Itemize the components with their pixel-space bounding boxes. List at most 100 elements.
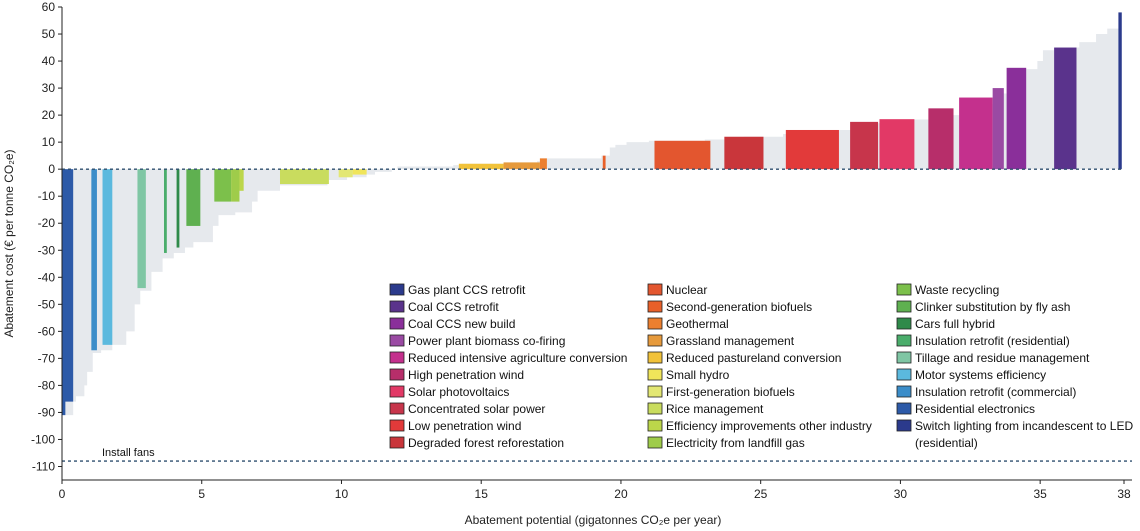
legend-label-2-1: Clinker substitution by fly ash — [915, 300, 1070, 314]
y-tick-label-1: 50 — [42, 27, 56, 41]
legend-swatch-2-0 — [896, 283, 912, 296]
bar-8 — [214, 169, 232, 202]
legend-swatch-2-2 — [896, 317, 912, 330]
bar-3 — [102, 169, 113, 345]
legend-label-2-8: Switch lighting from incandescent to LED — [915, 419, 1133, 433]
legend-label-0-1: Coal CCS retrofit — [408, 300, 499, 314]
legend-label-1-9: Electricity from landfill gas — [666, 436, 805, 450]
legend-label-2-0: Waste recycling — [915, 283, 999, 297]
x-tick-label-1: 5 — [198, 487, 205, 501]
install-fans-annotation: Install fans — [102, 447, 155, 459]
legend-label-0-5: High penetration wind — [408, 368, 524, 382]
y-tick-label-13: -70 — [38, 351, 56, 365]
bar-4 — [137, 169, 146, 289]
legend-label-0-7: Concentrated solar power — [408, 402, 545, 416]
legend-label-0-9: Degraded forest reforestation — [408, 436, 564, 450]
legend-label-1-2: Geothermal — [666, 317, 729, 331]
legend-swatch-0-7 — [389, 402, 405, 415]
y-tick-label-14: -80 — [38, 378, 56, 392]
legend-swatch-1-9 — [647, 436, 663, 449]
bar-27 — [1054, 47, 1077, 170]
legend-label-2-5: Motor systems efficiency — [915, 368, 1046, 382]
bar-2 — [91, 169, 97, 351]
legend-swatch-1-4 — [647, 351, 663, 364]
legend-swatch-2-7 — [896, 402, 912, 415]
legend-label-0-0: Gas plant CCS retrofit — [408, 283, 526, 297]
bar-25 — [992, 88, 1004, 170]
bar-9 — [231, 169, 240, 202]
y-tick-label-11: -50 — [38, 297, 56, 311]
bar-1 — [62, 169, 66, 416]
legend-label-1-1: Second-generation biofuels — [666, 300, 812, 314]
bar-21 — [850, 121, 879, 170]
x-tick-label-5: 25 — [754, 487, 768, 501]
legend-swatch-0-4 — [389, 351, 405, 364]
bar-18 — [654, 140, 711, 170]
bar-19 — [724, 136, 764, 170]
bar-12 — [338, 169, 353, 178]
bar-10 — [239, 169, 244, 191]
y-tick-label-7: -10 — [38, 189, 56, 203]
legend-label-1-8: Efficiency improvements other industry — [666, 419, 872, 433]
x-tick-label-0: 0 — [59, 487, 66, 501]
bar-13 — [352, 169, 367, 175]
y-tick-label-3: 30 — [42, 81, 56, 95]
legend-swatch-1-5 — [647, 368, 663, 381]
x-tick-label-7: 35 — [1033, 487, 1047, 501]
y-tick-label-16: -100 — [31, 432, 55, 446]
bar-22 — [879, 119, 915, 170]
legend-swatch-1-1 — [647, 300, 663, 313]
legend: Gas plant CCS retrofit Coal CCS retrofit C… — [389, 283, 1133, 450]
x-tick-label-4: 20 — [614, 487, 628, 501]
y-tick-label-8: -20 — [38, 216, 56, 230]
axes-group: 6050403020100-10-20-30-40-50-60-70-80-90… — [31, 0, 1132, 501]
y-tick-label-10: -40 — [38, 270, 56, 284]
x-tick-label-6: 30 — [894, 487, 908, 501]
legend-label-2-7: Residential electronics — [915, 402, 1035, 416]
bar-14 — [458, 163, 504, 170]
legend-label-2-2: Cars full hybrid — [915, 317, 995, 331]
legend-swatch-2-3 — [896, 334, 912, 347]
legend-swatch-2-1 — [896, 300, 912, 313]
legend-swatch-0-2 — [389, 317, 405, 330]
legend-swatch-0-0 — [389, 283, 405, 296]
bar-26 — [1006, 67, 1027, 170]
legend-swatch-1-7 — [647, 402, 663, 415]
bar-5 — [164, 169, 167, 253]
y-tick-label-15: -90 — [38, 405, 56, 419]
bar-15 — [503, 162, 540, 170]
legend-label-1-7: Rice management — [666, 402, 764, 416]
legend-label-1-4: Reduced pastureland conversion — [666, 351, 841, 365]
y-tick-label-4: 20 — [42, 108, 56, 122]
legend-swatch-0-8 — [389, 419, 405, 432]
legend-label-2-3: Insulation retrofit (residential) — [915, 334, 1070, 348]
bar-28 — [1118, 12, 1122, 170]
bar-7 — [186, 169, 201, 226]
bar-20 — [785, 129, 839, 170]
y-tick-label-6: 0 — [48, 162, 55, 176]
legend-label-1-5: Small hydro — [666, 368, 730, 382]
x-tick-label-3: 15 — [475, 487, 489, 501]
legend-swatch-1-8 — [647, 419, 663, 432]
legend-label-1-3: Grassland management — [666, 334, 795, 348]
legend-swatch-0-3 — [389, 334, 405, 347]
legend-swatch-1-0 — [647, 283, 663, 296]
legend-label-0-3: Power plant biomass co-firing — [408, 334, 565, 348]
y-tick-label-9: -30 — [38, 243, 56, 257]
legend-label-1-0: Nuclear — [666, 283, 707, 297]
bar-6 — [176, 169, 180, 248]
bar-23 — [928, 108, 954, 170]
y-tick-label-12: -60 — [38, 324, 56, 338]
legend-swatch-0-9 — [389, 436, 405, 449]
reference-lines — [62, 168, 1132, 462]
legend-label-1-6: First-generation biofuels — [666, 385, 795, 399]
legend-label-0-6: Solar photovoltaics — [408, 385, 509, 399]
legend-label-2-9: (residential) — [915, 436, 978, 450]
legend-swatch-0-6 — [389, 385, 405, 398]
y-axis-title: Abatement cost (€ per tonne CO₂e) — [2, 149, 16, 337]
bar-24 — [959, 97, 993, 170]
x-tick-label-8: 38 — [1117, 487, 1131, 501]
legend-swatch-2-8 — [896, 419, 912, 432]
y-tick-label-0: 60 — [42, 0, 56, 14]
legend-swatch-1-6 — [647, 385, 663, 398]
